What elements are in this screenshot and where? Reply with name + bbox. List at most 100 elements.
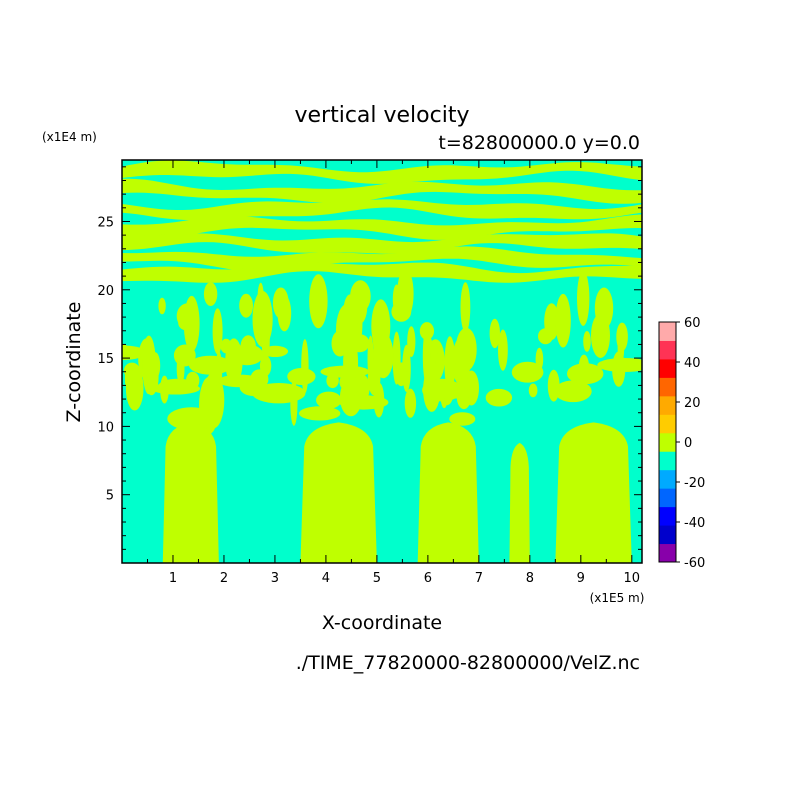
x-tick-label: 2 — [220, 571, 228, 586]
wave-band — [122, 262, 642, 283]
convective-cell — [419, 322, 434, 340]
convective-cell — [158, 297, 166, 315]
contour-field — [122, 160, 642, 563]
colorbar-swatch — [659, 451, 676, 471]
chart-title: vertical velocity — [294, 103, 469, 128]
convective-cell — [554, 380, 592, 403]
convective-cell — [597, 357, 642, 373]
convective-cell — [257, 282, 264, 313]
y-tick-label: 10 — [97, 420, 114, 435]
convective-cell — [511, 361, 544, 383]
updraft-column — [300, 422, 377, 563]
x-tick-label: 3 — [271, 571, 279, 586]
convective-cell — [392, 284, 401, 314]
x-tick-label: 6 — [424, 571, 432, 586]
convective-cell — [151, 382, 201, 395]
convective-cell — [395, 362, 408, 387]
convective-cell — [316, 391, 342, 409]
colorbar-swatch — [659, 525, 676, 545]
updraft-column — [509, 442, 530, 563]
colorbar-swatch — [659, 377, 676, 397]
colorbar-swatch — [659, 322, 676, 341]
source-file-label: ./TIME_77820000-82800000/VelZ.nc — [296, 652, 640, 674]
convective-cell — [188, 355, 232, 375]
convective-cell — [577, 270, 590, 326]
convective-cell — [339, 395, 389, 410]
colorbar-swatch — [659, 358, 676, 378]
convective-cell — [230, 344, 264, 366]
x-tick-label: 5 — [373, 571, 381, 586]
convective-cell — [239, 378, 268, 397]
chart-subtitle: t=82800000.0 y=0.0 — [438, 132, 640, 154]
convective-cell — [489, 318, 500, 349]
convective-cell — [167, 407, 216, 431]
colorbar-label: -60 — [684, 556, 705, 571]
colorbar-label: 40 — [684, 356, 701, 371]
colorbar-label: 0 — [684, 436, 692, 451]
colorbar-label: 20 — [684, 396, 701, 411]
y-tick-label: 20 — [97, 284, 114, 299]
y-axis-ticks: 5 10 15 20 25 — [97, 166, 642, 550]
x-tick-label: 1 — [169, 571, 177, 586]
colorbar-swatch — [659, 395, 676, 415]
convective-cell — [538, 328, 553, 345]
convective-cell — [566, 363, 604, 385]
convective-cell — [336, 304, 358, 356]
convective-cell — [449, 412, 476, 426]
convective-cell — [583, 331, 591, 352]
convective-cell — [555, 293, 571, 348]
y-tick-label: 25 — [97, 215, 114, 230]
colorbar: -60 -40 -20 0 20 40 60 — [658, 316, 705, 571]
convective-cell — [122, 345, 147, 360]
convective-cell — [309, 274, 328, 329]
convective-cell — [320, 365, 370, 378]
convective-cell — [435, 352, 444, 373]
x-axis-label: X-coordinate — [322, 612, 442, 634]
x-axis-ticks: 1 2 3 4 5 6 7 8 9 10 — [146, 160, 640, 586]
upper-wave-bands — [122, 160, 642, 283]
convective-cell — [404, 388, 417, 418]
convective-cell — [591, 313, 610, 359]
wave-band — [122, 178, 642, 204]
convective-cell — [277, 295, 292, 332]
colorbar-swatch — [659, 340, 676, 360]
convective-cell — [452, 337, 471, 386]
wave-band — [122, 246, 642, 272]
updraft-column — [417, 422, 479, 563]
wave-band — [122, 160, 642, 184]
wave-band — [122, 214, 642, 240]
wave-band — [122, 233, 642, 254]
updraft-columns — [162, 422, 632, 563]
colorbar-label: -20 — [684, 476, 705, 491]
wave-band — [122, 199, 642, 221]
convective-cell — [239, 293, 254, 318]
convective-cell — [183, 295, 200, 352]
colorbar-label: -40 — [684, 516, 705, 531]
convective-cell — [407, 326, 416, 357]
x-tick-label: 8 — [526, 571, 534, 586]
convective-cell — [444, 336, 456, 392]
convective-cell — [262, 345, 289, 358]
x-tick-label: 9 — [577, 571, 585, 586]
convective-cell — [203, 282, 218, 306]
updraft-column — [162, 422, 219, 563]
convective-cells — [122, 268, 642, 435]
colorbar-swatch — [659, 506, 676, 526]
x-tick-label: 7 — [475, 571, 483, 586]
colorbar-swatch — [659, 414, 676, 434]
colorbar-swatch — [659, 432, 676, 452]
x-tick-label: 4 — [322, 571, 330, 586]
plot-frame — [121, 159, 643, 564]
y-tick-label: 15 — [97, 352, 114, 367]
convective-cell — [301, 339, 309, 394]
convective-cell — [367, 359, 381, 396]
convective-cell — [397, 268, 414, 319]
convective-cell — [176, 352, 185, 385]
updraft-column — [555, 422, 632, 563]
y-axis-label: Z-coordinate — [63, 302, 85, 423]
convective-cell — [485, 388, 513, 407]
convective-cell — [299, 406, 341, 421]
colorbar-swatch — [659, 488, 676, 508]
colorbar-swatch — [659, 469, 676, 489]
